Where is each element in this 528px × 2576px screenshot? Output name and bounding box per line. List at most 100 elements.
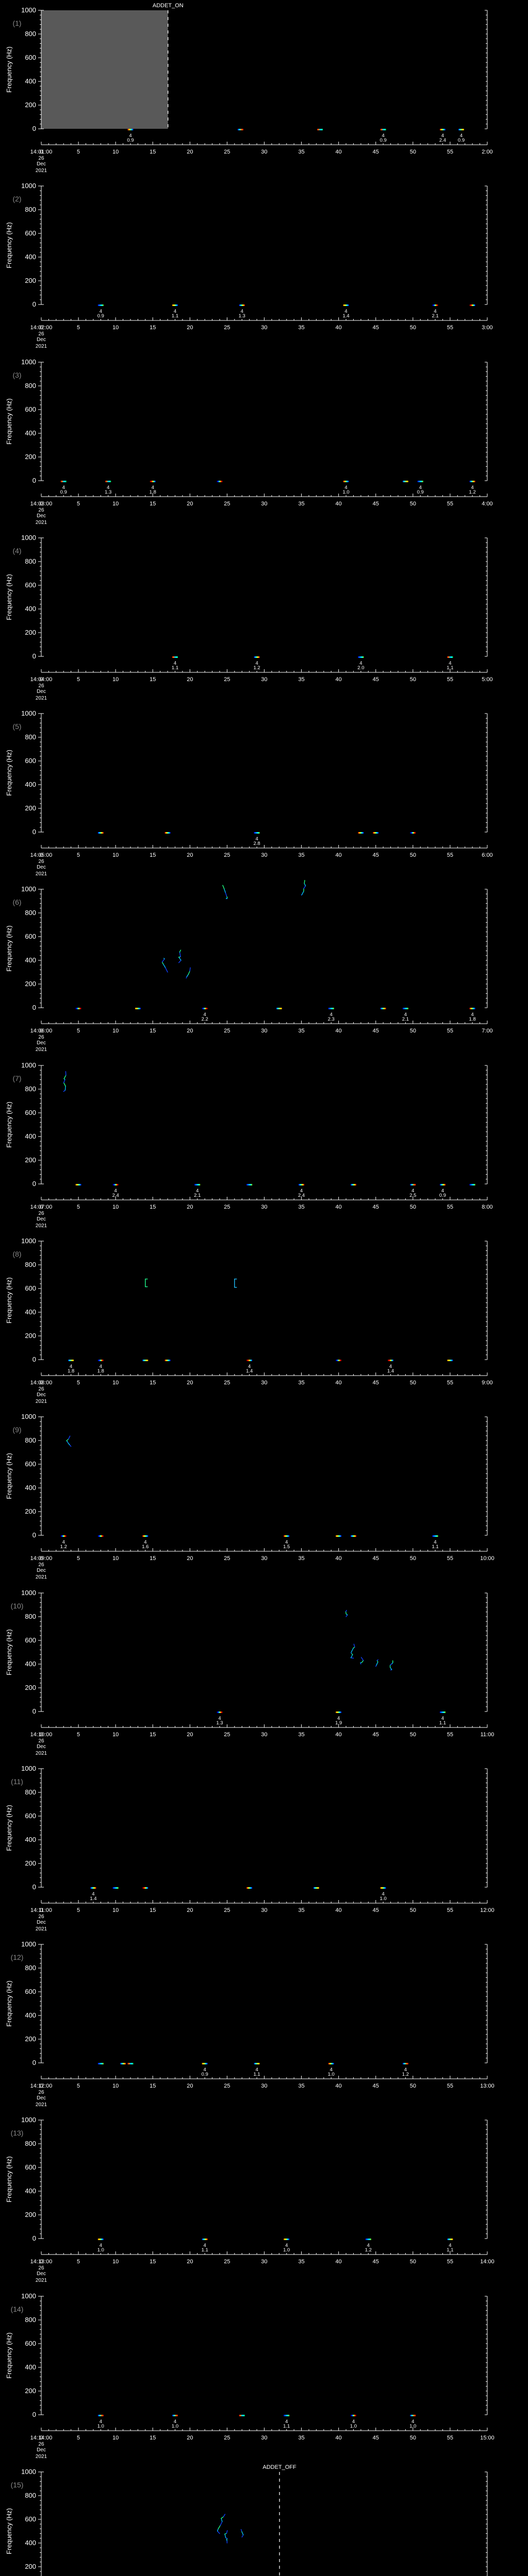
svg-text:600: 600 xyxy=(25,2163,36,2171)
svg-text:200: 200 xyxy=(25,277,36,284)
svg-text:55: 55 xyxy=(447,149,453,155)
svg-text:2021: 2021 xyxy=(36,168,47,174)
svg-text:14:12:00: 14:12:00 xyxy=(30,2083,53,2089)
svg-text:ADDET_OFF: ADDET_OFF xyxy=(262,2464,296,2470)
svg-text:20: 20 xyxy=(187,1732,193,1738)
svg-text:600: 600 xyxy=(25,757,36,765)
svg-text:(9): (9) xyxy=(12,1426,21,1434)
svg-text:0: 0 xyxy=(32,125,36,132)
svg-text:10: 10 xyxy=(112,852,119,858)
svg-text:15: 15 xyxy=(150,1555,156,1562)
svg-text:2021: 2021 xyxy=(36,871,47,877)
svg-text:30: 30 xyxy=(261,1732,267,1738)
svg-text:35: 35 xyxy=(298,2435,304,2441)
svg-text:45: 45 xyxy=(373,852,379,858)
svg-text:800: 800 xyxy=(25,1788,36,1796)
svg-text:600: 600 xyxy=(25,1109,36,1116)
svg-text:(3): (3) xyxy=(12,371,21,379)
svg-text:1.1: 1.1 xyxy=(439,1720,446,1726)
svg-text:Dec: Dec xyxy=(37,337,46,343)
svg-text:55: 55 xyxy=(447,852,453,858)
svg-text:Frequency (Hz): Frequency (Hz) xyxy=(5,2157,13,2202)
svg-text:600: 600 xyxy=(25,581,36,589)
svg-text:(15): (15) xyxy=(11,2481,24,2489)
svg-text:15: 15 xyxy=(150,1732,156,1738)
svg-text:5: 5 xyxy=(77,149,80,155)
svg-text:40: 40 xyxy=(336,325,342,331)
svg-text:1.1: 1.1 xyxy=(447,2247,453,2253)
svg-text:25: 25 xyxy=(224,149,230,155)
svg-text:1.4: 1.4 xyxy=(246,1368,253,1374)
svg-text:200: 200 xyxy=(25,1859,36,1867)
svg-text:14:03:00: 14:03:00 xyxy=(30,501,53,507)
svg-text:40: 40 xyxy=(336,149,342,155)
svg-text:1.8: 1.8 xyxy=(97,1368,104,1374)
svg-text:25: 25 xyxy=(224,1907,230,1913)
svg-text:1.8: 1.8 xyxy=(68,1368,74,1374)
svg-text:10: 10 xyxy=(112,676,119,683)
svg-text:0: 0 xyxy=(32,1355,36,1363)
svg-text:Frequency (Hz): Frequency (Hz) xyxy=(5,1277,13,1323)
svg-text:30: 30 xyxy=(261,501,267,507)
svg-text:45: 45 xyxy=(373,1555,379,1562)
svg-text:400: 400 xyxy=(25,1660,36,1668)
svg-text:3:00: 3:00 xyxy=(482,325,492,331)
svg-text:45: 45 xyxy=(373,2083,379,2089)
svg-text:200: 200 xyxy=(25,2387,36,2395)
svg-text:0: 0 xyxy=(32,1004,36,1011)
svg-text:10: 10 xyxy=(112,1028,119,1034)
svg-text:45: 45 xyxy=(373,676,379,683)
svg-text:45: 45 xyxy=(373,1907,379,1913)
svg-text:15: 15 xyxy=(150,1028,156,1034)
svg-text:5: 5 xyxy=(77,2259,80,2265)
svg-text:(2): (2) xyxy=(12,195,21,203)
svg-text:200: 200 xyxy=(25,2035,36,2043)
svg-text:30: 30 xyxy=(261,2435,267,2441)
svg-text:45: 45 xyxy=(373,1732,379,1738)
svg-text:30: 30 xyxy=(261,325,267,331)
svg-text:25: 25 xyxy=(224,1380,230,1386)
svg-text:600: 600 xyxy=(25,1812,36,1820)
svg-text:35: 35 xyxy=(298,2083,304,2089)
svg-text:0: 0 xyxy=(32,652,36,660)
svg-text:0.9: 0.9 xyxy=(439,1193,446,1198)
svg-text:2021: 2021 xyxy=(36,520,47,526)
svg-text:2:00: 2:00 xyxy=(482,149,492,155)
svg-text:400: 400 xyxy=(25,1308,36,1316)
svg-text:(13): (13) xyxy=(11,2129,24,2137)
svg-text:26: 26 xyxy=(38,2265,44,2271)
svg-text:1000: 1000 xyxy=(21,2292,36,2300)
svg-text:50: 50 xyxy=(410,1555,416,1562)
svg-text:25: 25 xyxy=(224,1204,230,1210)
svg-text:2.2: 2.2 xyxy=(202,1016,208,1022)
svg-text:26: 26 xyxy=(38,1914,44,1920)
svg-text:13:00: 13:00 xyxy=(480,2083,494,2089)
svg-text:1.2: 1.2 xyxy=(60,1544,67,1550)
svg-text:35: 35 xyxy=(298,325,304,331)
svg-text:15: 15 xyxy=(150,2435,156,2441)
svg-text:15: 15 xyxy=(150,1380,156,1386)
svg-text:1000: 1000 xyxy=(21,1940,36,1948)
svg-text:20: 20 xyxy=(187,2435,193,2441)
svg-text:26: 26 xyxy=(38,1562,44,1568)
svg-text:5: 5 xyxy=(77,325,80,331)
svg-text:600: 600 xyxy=(25,54,36,61)
svg-text:800: 800 xyxy=(25,1964,36,1972)
svg-text:2021: 2021 xyxy=(36,1223,47,1229)
svg-text:Frequency (Hz): Frequency (Hz) xyxy=(5,223,13,268)
svg-text:40: 40 xyxy=(336,852,342,858)
svg-text:35: 35 xyxy=(298,1732,304,1738)
svg-text:20: 20 xyxy=(187,1380,193,1386)
svg-text:14:02:00: 14:02:00 xyxy=(30,325,53,331)
svg-text:600: 600 xyxy=(25,2515,36,2523)
svg-text:2.4: 2.4 xyxy=(112,1193,119,1198)
svg-text:14:07:00: 14:07:00 xyxy=(30,1204,53,1210)
svg-text:Frequency (Hz): Frequency (Hz) xyxy=(5,574,13,620)
svg-text:(8): (8) xyxy=(12,1250,21,1258)
svg-text:Dec: Dec xyxy=(37,1392,46,1398)
svg-text:1.4: 1.4 xyxy=(342,313,349,319)
svg-text:7:00: 7:00 xyxy=(482,1028,492,1034)
svg-text:30: 30 xyxy=(261,852,267,858)
svg-text:55: 55 xyxy=(447,2083,453,2089)
svg-text:1.1: 1.1 xyxy=(253,2072,260,2077)
